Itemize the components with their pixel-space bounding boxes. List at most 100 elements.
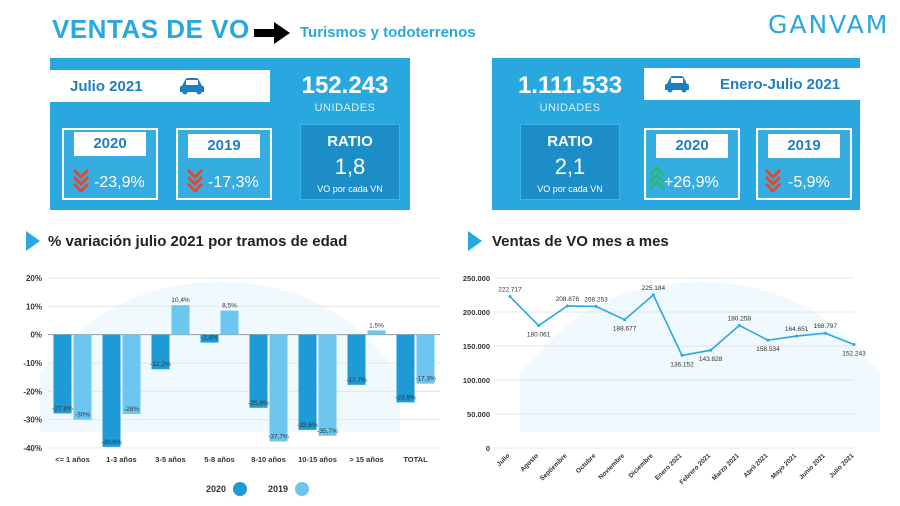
month-units-label: UNIDADES	[314, 102, 376, 114]
x-tick-label: 10-15 años	[298, 455, 337, 464]
y-tick-label: 250.000	[463, 274, 490, 283]
bar-2020	[200, 334, 219, 343]
x-tick-label: 5-8 años	[204, 455, 234, 464]
down-arrows-icon	[72, 168, 90, 192]
x-tick-label: 8-10 años	[251, 455, 286, 464]
bar-2020	[102, 334, 121, 447]
ytd-ratio-title: RATIO	[547, 133, 593, 150]
legend-label: 2020	[206, 484, 226, 494]
y-tick-label: -20%	[23, 387, 42, 396]
point-data-label: 180.258	[728, 315, 752, 322]
x-tick-label: > 15 años	[349, 455, 383, 464]
point-data-label: 225.184	[642, 285, 666, 292]
data-point	[680, 353, 684, 357]
ytd-2020-change: +26,9%	[664, 174, 719, 191]
point-data-label: 143.828	[699, 356, 723, 363]
x-tick-label: Diciembre	[628, 452, 655, 479]
bar-2020	[347, 334, 366, 385]
bar-2020	[249, 334, 268, 408]
bar-data-label: -2,8%	[201, 335, 218, 342]
y-tick-label: 20%	[26, 274, 42, 283]
bar-2020	[53, 334, 72, 414]
x-tick-label: Agosto	[519, 452, 540, 473]
car-icon	[179, 78, 204, 95]
car-icon	[665, 76, 689, 93]
x-tick-label: Marzo 2021	[711, 452, 741, 482]
ytd-2020-label: 2020	[656, 134, 728, 158]
y-tick-label: -10%	[23, 359, 42, 368]
legend-swatch	[233, 482, 247, 496]
data-point	[651, 293, 655, 297]
ytd-ratio-value: 2,1	[554, 154, 586, 179]
bar-data-label: -17,3%	[415, 376, 436, 383]
x-tick-label: Enero 2021	[654, 452, 684, 482]
ytd-period-label: Enero-Julio 2021	[644, 68, 880, 100]
data-point	[795, 334, 799, 338]
monthly-sales-line-chart: 250.000 200.000 150.000 100.000 50.000 0 222.…	[463, 274, 880, 486]
x-tick-label: Julio	[496, 452, 512, 468]
point-data-label: 222.717	[498, 287, 522, 294]
x-tick-label: Noviembre	[597, 452, 626, 481]
point-data-label: 180.061	[527, 332, 551, 339]
ytd-units-label: UNIDADES	[539, 102, 601, 114]
legend-swatch	[295, 482, 309, 496]
bar-2019	[269, 334, 288, 442]
data-point	[823, 331, 827, 335]
data-point	[766, 338, 770, 342]
point-data-label: 158.534	[756, 346, 780, 353]
data-point	[623, 318, 627, 322]
bar-data-label: -35,7%	[317, 428, 338, 435]
y-tick-label: 0	[486, 444, 490, 453]
bar-2020	[298, 334, 317, 430]
point-data-label: 164.651	[785, 326, 809, 333]
point-data-label: 168.797	[814, 323, 838, 330]
point-data-label: 208.253	[584, 296, 608, 303]
down-arrows-icon	[764, 168, 782, 192]
age-variation-bar-chart: 20%10%0%-10%-20%-30%-40% -27,8%-30%<= 1 …	[23, 274, 440, 496]
month-period-text: Julio 2021	[70, 77, 143, 95]
y-tick-label: 100.000	[463, 376, 490, 385]
point-data-label: 208.876	[556, 296, 580, 303]
bar-2019	[318, 334, 337, 436]
bar-2019	[367, 330, 386, 335]
data-point	[594, 304, 598, 308]
ytd-ratio-caption: VO por cada VN	[537, 184, 603, 194]
page-subtitle: Turismos y todoterrenos	[300, 24, 476, 41]
section-marker-icon	[468, 231, 482, 251]
data-point	[709, 348, 713, 352]
ytd-2019-label: 2019	[768, 134, 840, 158]
month-2020-change: -23,9%	[94, 174, 145, 191]
data-point	[852, 342, 856, 346]
bar-data-label: -28%	[124, 406, 139, 413]
month-ratio-box: RATIO 1,8 VO por cada VN	[300, 124, 400, 200]
y-tick-label: 200.000	[463, 308, 490, 317]
bar-data-label: -17,7%	[346, 377, 367, 384]
month-2019-label: 2019	[188, 134, 260, 158]
month-total-units: 152.243	[301, 72, 389, 99]
car-watermark	[520, 282, 880, 432]
car-watermark	[40, 282, 400, 432]
bar-data-label: -33,6%	[297, 422, 318, 429]
y-tick-label: 0%	[30, 331, 42, 340]
data-point	[537, 324, 541, 328]
month-2020-label: 2020	[74, 132, 146, 156]
bar-data-label: -23,9%	[395, 394, 416, 401]
bar-data-label: -12,2%	[150, 361, 171, 368]
data-point	[508, 295, 512, 299]
ytd-ratio-box: RATIO 2,1 VO por cada VN	[520, 124, 620, 200]
down-arrows-icon	[186, 168, 204, 192]
bar-2019	[416, 334, 435, 384]
point-data-label: 136.152	[670, 361, 694, 368]
ytd-total-units: 1.111.533	[517, 72, 623, 99]
bar-2019	[171, 305, 190, 335]
month-ratio-title: RATIO	[327, 133, 373, 150]
x-tick-label: Febrero 2021	[679, 452, 713, 486]
month-2019-change: -17,3%	[208, 174, 259, 191]
y-tick-label: -30%	[23, 416, 42, 425]
x-tick-label: Mayo 2021	[770, 452, 798, 480]
bar-data-label: -30%	[75, 412, 90, 419]
y-tick-label: 10%	[26, 302, 42, 311]
arrow-right-icon	[254, 22, 290, 44]
section-marker-icon	[26, 231, 40, 251]
bar-2019	[73, 334, 92, 420]
